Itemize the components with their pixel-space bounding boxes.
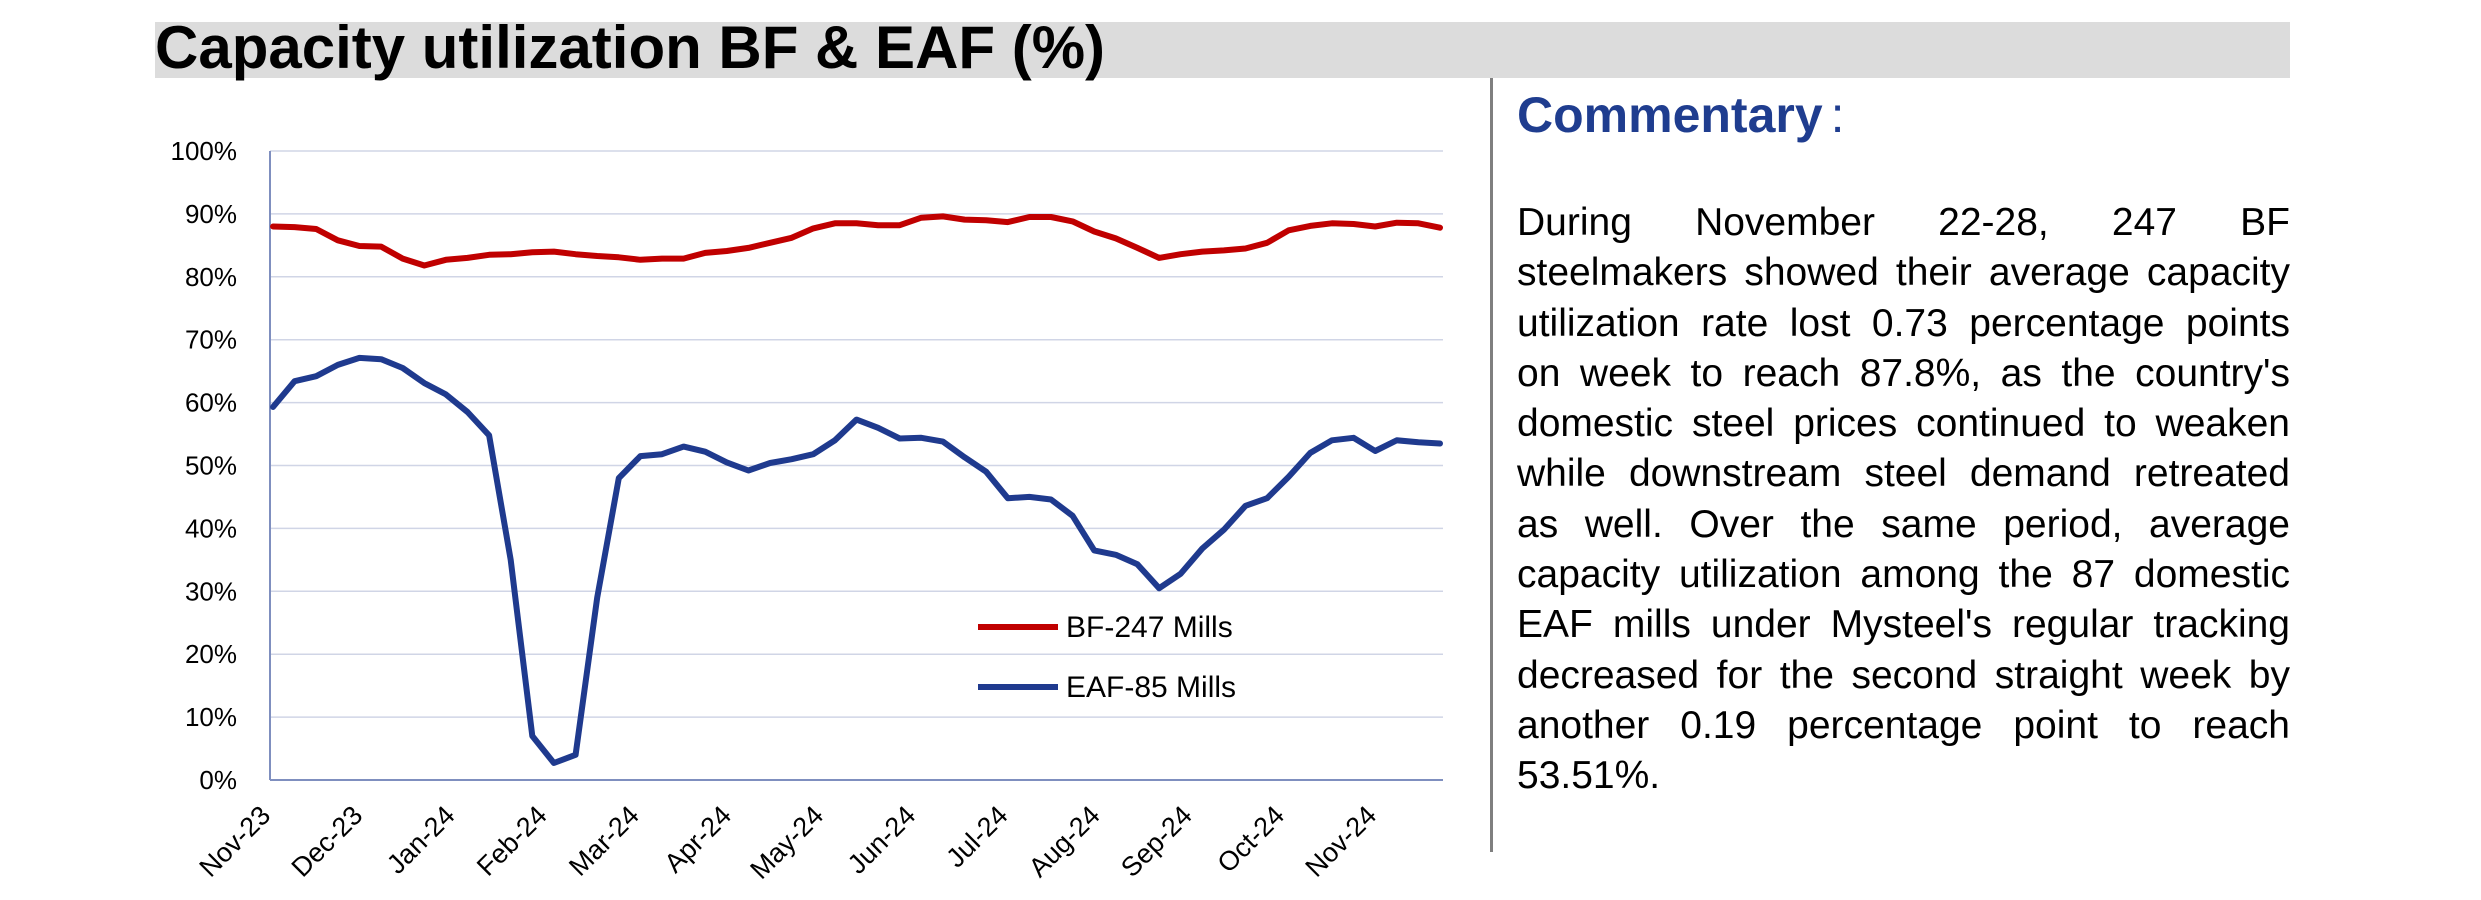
x-tick-label: Sep-24 [1115,800,1198,883]
vertical-divider [1490,78,1493,852]
x-tick-label: Apr-24 [659,800,738,879]
legend: BF-247 Mills EAF-85 Mills [978,611,1236,704]
y-tick-label: 0% [199,765,237,795]
x-tick-label: May-24 [744,800,829,885]
x-tick-label: Jul-24 [940,800,1013,873]
x-tick-label: Jun-24 [842,800,922,880]
x-tick-label: Oct-24 [1212,800,1291,879]
y-tick-label: 90% [185,199,237,229]
x-tick-label: Feb-24 [471,800,553,882]
y-tick-label: 70% [185,325,237,355]
series-lines [270,213,1443,766]
commentary-heading-colon: : [1830,87,1845,143]
y-tick-label: 40% [185,513,237,543]
y-tick-label: 30% [185,576,237,606]
commentary-heading: Commentary: [1517,82,1845,148]
x-tick-label: Aug-24 [1023,800,1106,883]
series-line-bf [270,213,1443,269]
y-tick-label: 100% [171,136,238,166]
grid-lines [270,150,1443,718]
commentary-heading-text: Commentary [1517,87,1823,143]
y-tick-label: 10% [185,702,237,732]
legend-label: BF-247 Mills [1066,611,1233,644]
series-line-eaf [270,354,1443,766]
x-tick-label: Nov-24 [1299,800,1382,883]
title-bar [155,22,2290,78]
page-title: Capacity utilization BF & EAF (%) [155,14,1106,81]
x-tick-label: Jan-24 [381,800,461,880]
x-tick-label: Dec-23 [286,800,369,883]
y-tick-label: 60% [185,388,237,418]
y-tick-label: 80% [185,262,237,292]
line-chart: 0% 10% 20% 30% 40% 50% 60% 70% 80% 90% 100% Nov-23 D… [171,136,1443,885]
x-tick-label: Nov-23 [193,800,276,883]
commentary-text: During November 22-28, 247 BF steelmaker… [1517,201,2290,798]
legend-label: EAF-85 Mills [1066,671,1236,704]
x-tick-label: Mar-24 [563,800,645,882]
y-tick-label: 50% [185,451,237,481]
y-tick-label: 20% [185,639,237,669]
